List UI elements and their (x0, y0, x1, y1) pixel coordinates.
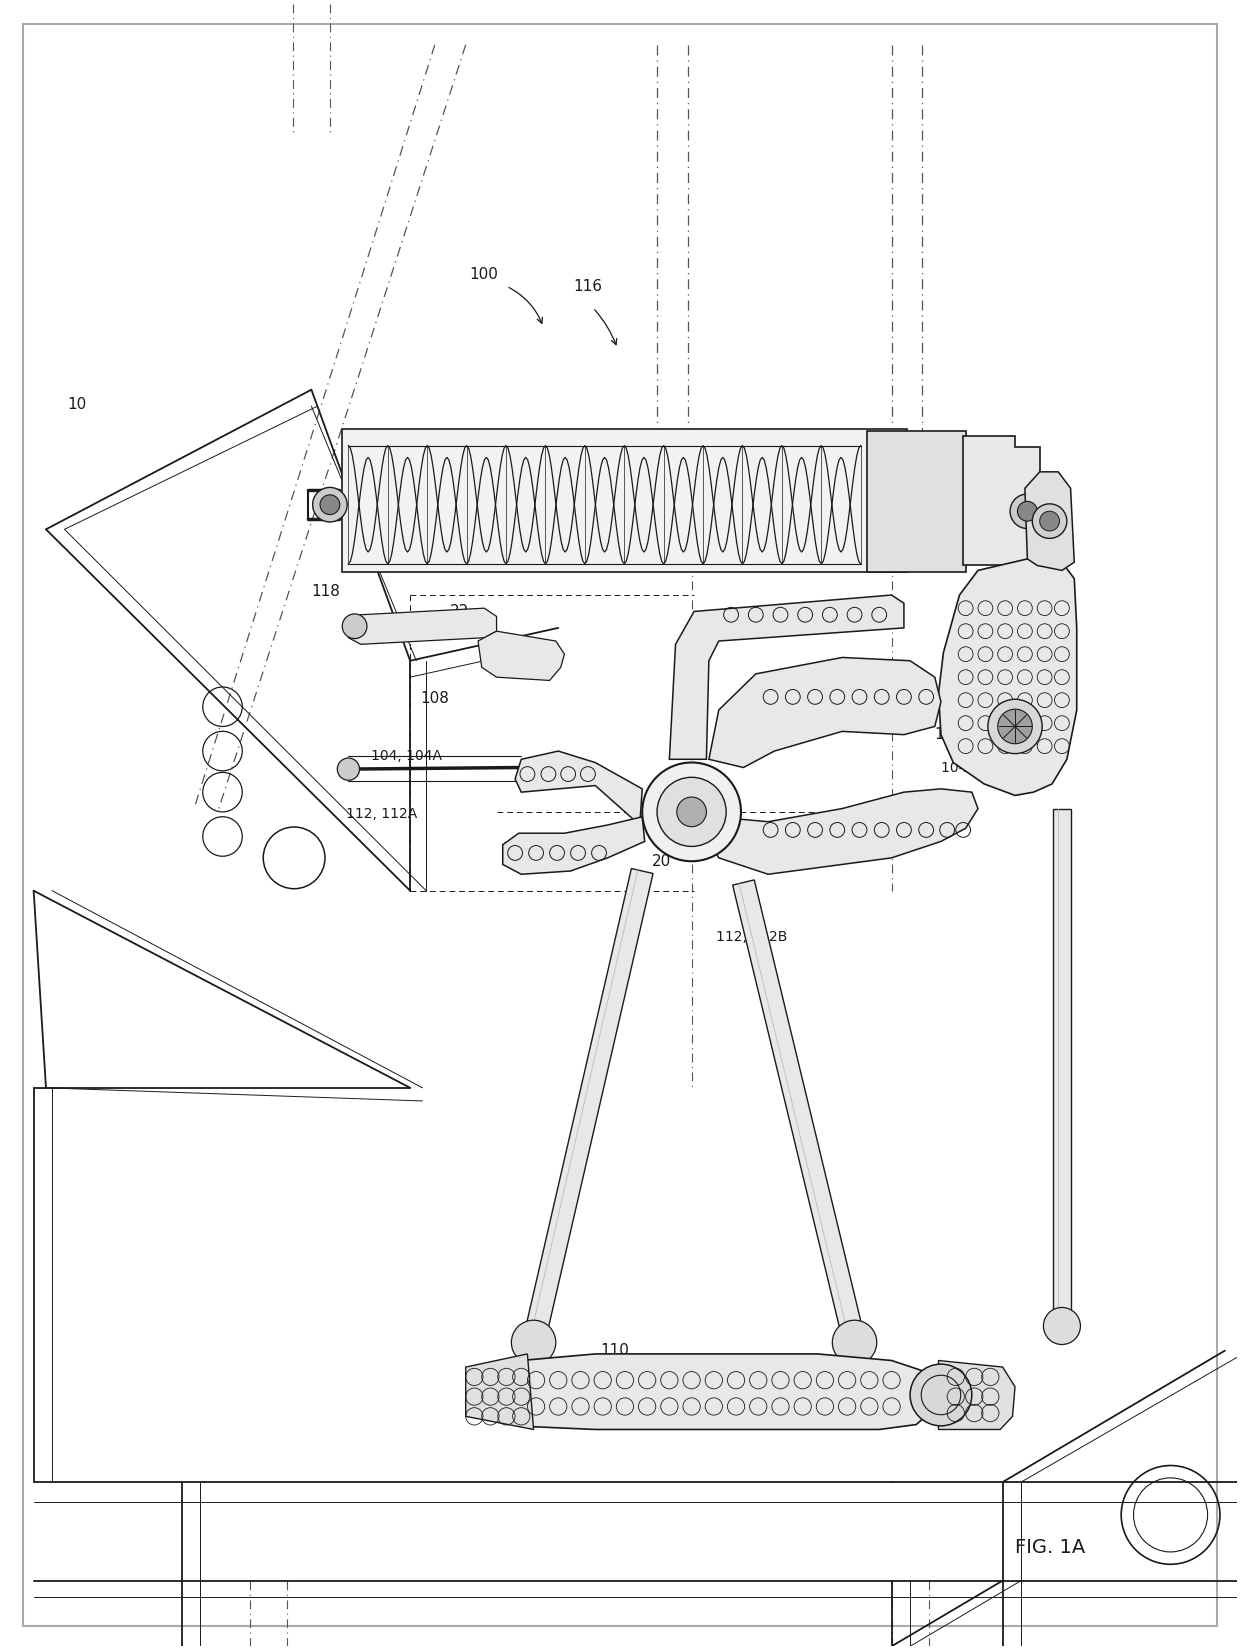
Polygon shape (939, 559, 1076, 795)
Circle shape (1011, 493, 1044, 528)
Polygon shape (502, 817, 645, 874)
Text: 104, 104A: 104, 104A (371, 749, 441, 762)
Circle shape (642, 762, 742, 861)
Text: 112, 112A: 112, 112A (346, 807, 417, 820)
Text: 10: 10 (67, 398, 87, 412)
Circle shape (988, 700, 1042, 754)
Circle shape (1033, 503, 1066, 538)
Polygon shape (670, 596, 904, 759)
Polygon shape (963, 436, 1039, 579)
Text: 110: 110 (600, 1343, 629, 1358)
Polygon shape (1025, 472, 1074, 571)
Text: 116: 116 (573, 279, 603, 294)
Text: 112, 112B: 112, 112B (717, 929, 787, 944)
Polygon shape (466, 1355, 533, 1429)
Circle shape (337, 757, 360, 780)
Circle shape (1039, 512, 1059, 531)
Circle shape (657, 777, 727, 846)
Circle shape (342, 614, 367, 639)
Polygon shape (348, 609, 496, 644)
Text: 114: 114 (1013, 508, 1042, 523)
Bar (867, 431, 966, 573)
Text: 22: 22 (450, 604, 469, 619)
Text: 20: 20 (652, 853, 671, 868)
Polygon shape (709, 657, 941, 767)
Text: 100: 100 (470, 267, 498, 282)
Text: 24: 24 (605, 833, 625, 850)
Text: 108: 108 (420, 691, 449, 706)
Circle shape (1018, 502, 1037, 521)
Bar (342, 429, 906, 573)
Circle shape (910, 1365, 972, 1426)
Polygon shape (472, 1355, 941, 1429)
Text: 106: 106 (968, 526, 997, 541)
Circle shape (312, 487, 347, 521)
Text: 118: 118 (311, 584, 340, 599)
Circle shape (320, 495, 340, 515)
Polygon shape (709, 789, 978, 874)
Text: FIG. 1A: FIG. 1A (1016, 1538, 1085, 1558)
Circle shape (832, 1320, 877, 1365)
Circle shape (677, 797, 707, 827)
Circle shape (998, 710, 1033, 744)
Polygon shape (523, 868, 653, 1345)
Polygon shape (479, 632, 564, 680)
Circle shape (511, 1320, 556, 1365)
Polygon shape (939, 1361, 1016, 1429)
Text: 104, 104B: 104, 104B (941, 761, 1012, 774)
Polygon shape (1053, 808, 1071, 1327)
Circle shape (1043, 1307, 1080, 1345)
Polygon shape (733, 879, 866, 1345)
Polygon shape (515, 751, 642, 825)
Text: 102: 102 (935, 728, 963, 742)
